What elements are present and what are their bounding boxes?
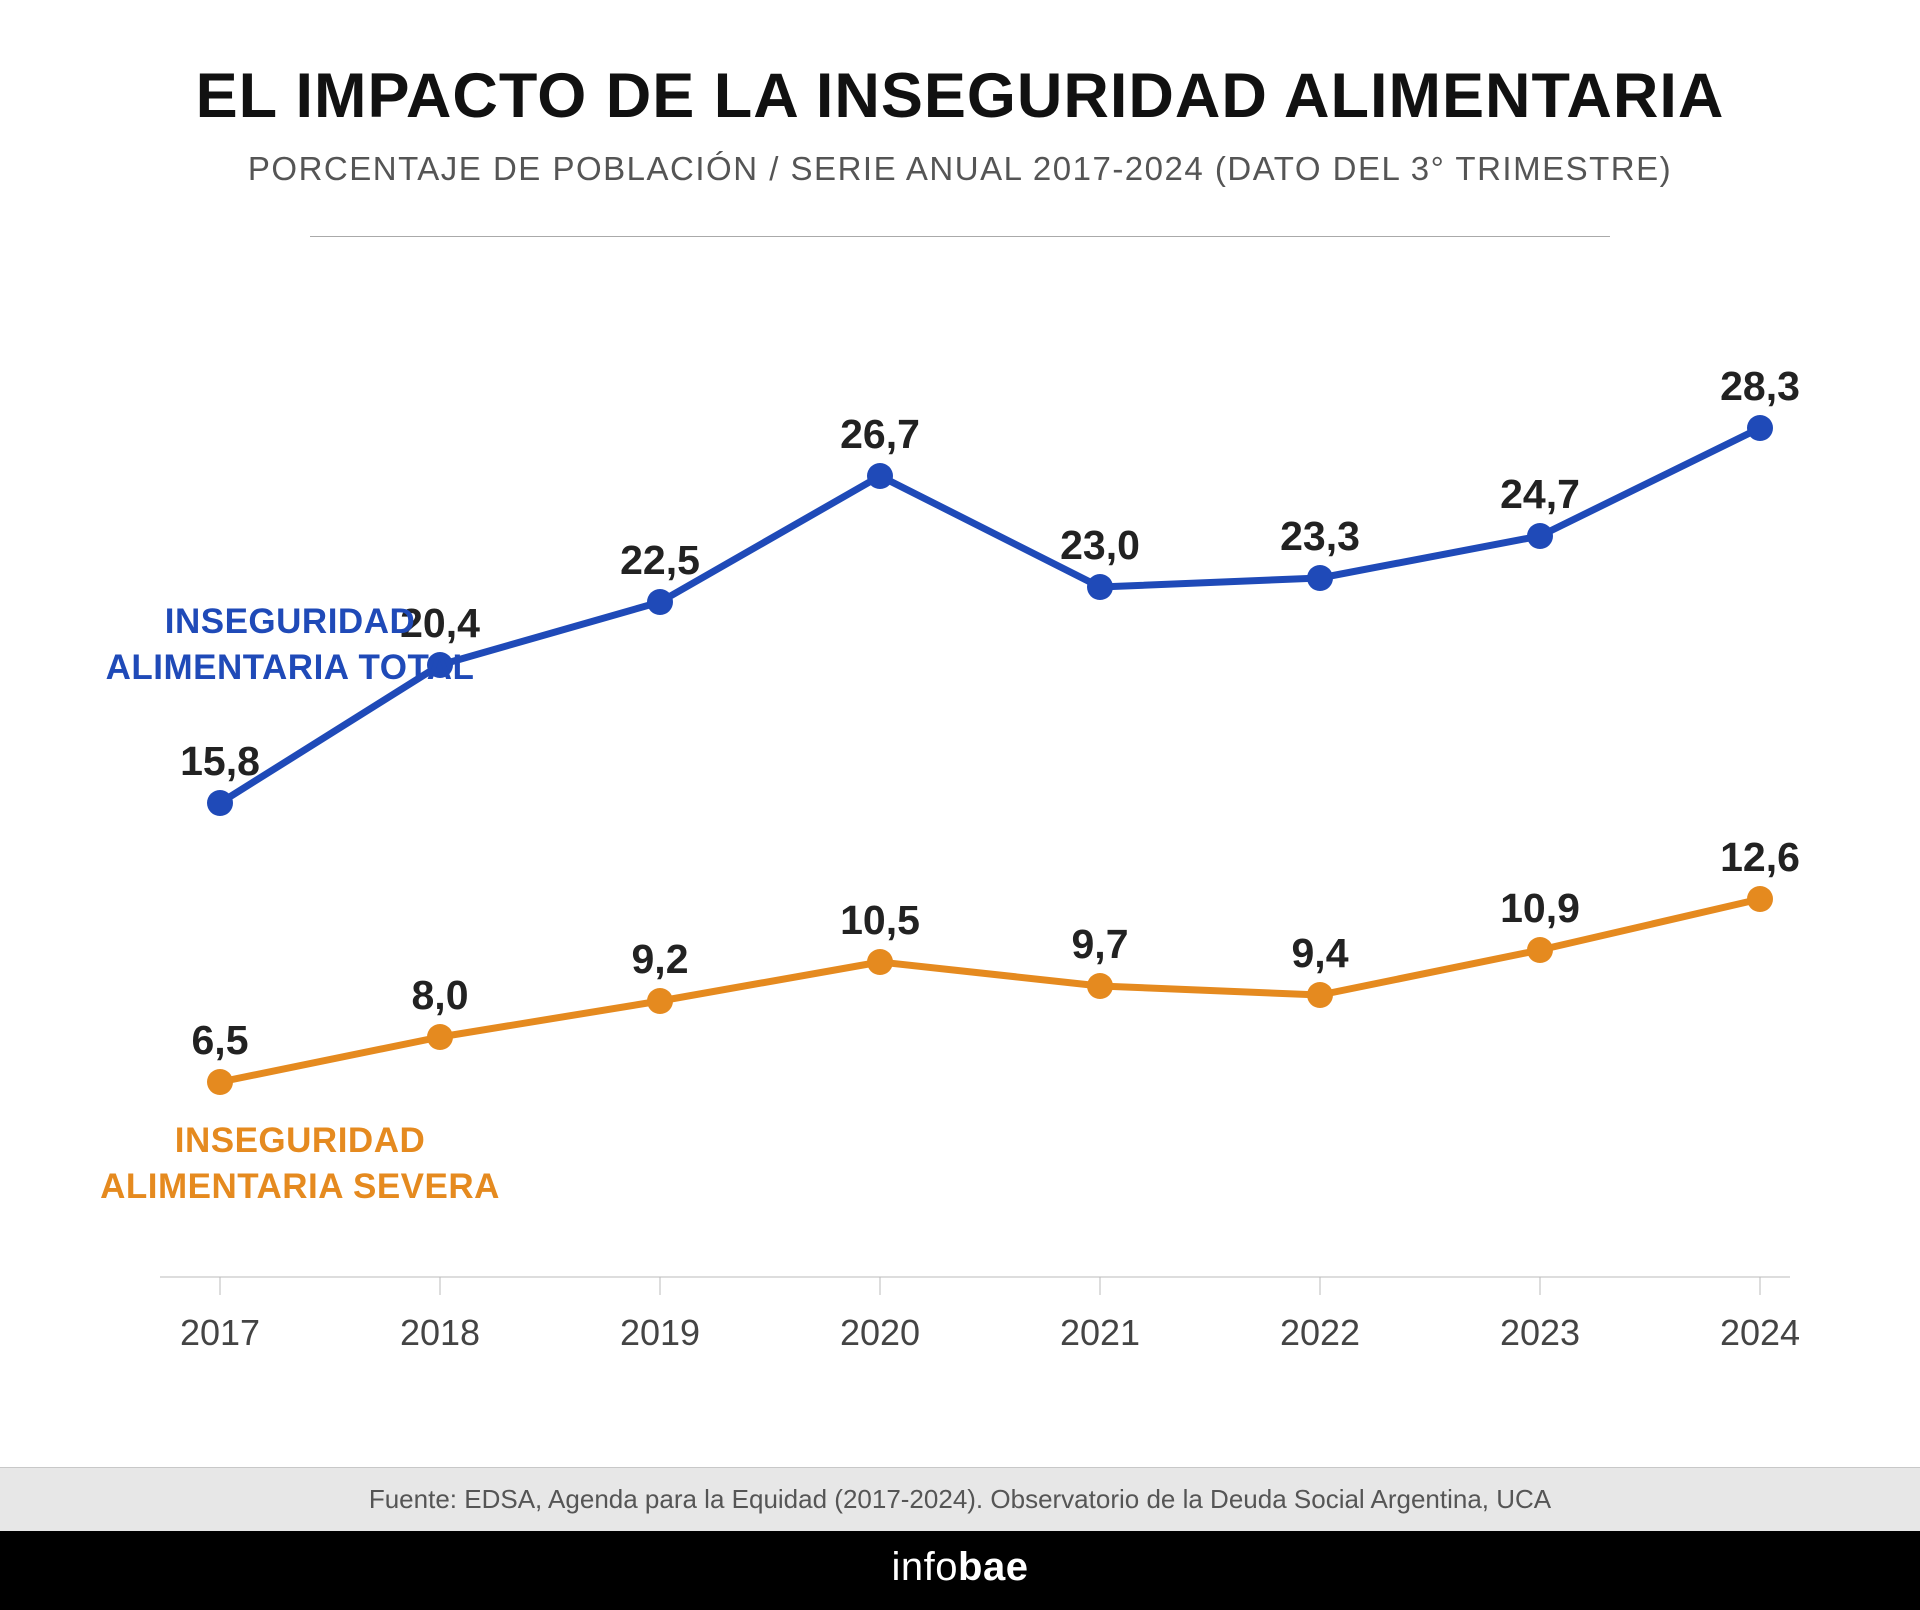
data-label: 15,8 bbox=[180, 738, 260, 784]
data-label: 22,5 bbox=[620, 537, 700, 583]
data-label: 24,7 bbox=[1500, 471, 1580, 517]
data-label: 9,4 bbox=[1292, 930, 1349, 976]
data-label: 6,5 bbox=[192, 1017, 249, 1063]
x-axis-label: 2023 bbox=[1500, 1312, 1580, 1353]
brand-footer: infobae bbox=[0, 1531, 1920, 1610]
chart-subtitle: PORCENTAJE DE POBLACIÓN / SERIE ANUAL 20… bbox=[90, 150, 1830, 188]
data-label: 12,6 bbox=[1720, 834, 1800, 880]
data-point bbox=[867, 463, 893, 489]
chart-area: 2017201820192020202120222023202415,820,4… bbox=[100, 287, 1820, 1467]
x-axis-label: 2020 bbox=[840, 1312, 920, 1353]
x-axis-label: 2019 bbox=[620, 1312, 700, 1353]
data-point bbox=[1747, 886, 1773, 912]
data-point bbox=[647, 988, 673, 1014]
x-axis-label: 2017 bbox=[180, 1312, 260, 1353]
x-axis-label: 2024 bbox=[1720, 1312, 1800, 1353]
series-label-total: INSEGURIDAD bbox=[165, 602, 416, 641]
data-point bbox=[207, 1069, 233, 1095]
x-axis-label: 2021 bbox=[1060, 1312, 1140, 1353]
line-chart: 2017201820192020202120222023202415,820,4… bbox=[100, 287, 1820, 1467]
x-axis-label: 2018 bbox=[400, 1312, 480, 1353]
data-point bbox=[1527, 937, 1553, 963]
header-rule bbox=[310, 236, 1610, 237]
brand-bold: bae bbox=[958, 1545, 1028, 1589]
series-label-severa: ALIMENTARIA SEVERA bbox=[100, 1167, 500, 1206]
data-point bbox=[1527, 523, 1553, 549]
data-point bbox=[1087, 574, 1113, 600]
data-label: 10,5 bbox=[840, 897, 920, 943]
chart-header: EL IMPACTO DE LA INSEGURIDAD ALIMENTARIA… bbox=[0, 0, 1920, 257]
source-citation: Fuente: EDSA, Agenda para la Equidad (20… bbox=[0, 1467, 1920, 1531]
data-point bbox=[1747, 415, 1773, 441]
data-point bbox=[867, 949, 893, 975]
data-label: 23,0 bbox=[1060, 522, 1140, 568]
data-label: 26,7 bbox=[840, 411, 920, 457]
data-label: 9,7 bbox=[1072, 921, 1129, 967]
data-label: 28,3 bbox=[1720, 363, 1800, 409]
data-point bbox=[1307, 565, 1333, 591]
data-point bbox=[647, 589, 673, 615]
data-point bbox=[207, 790, 233, 816]
brand-prefix: info bbox=[892, 1545, 959, 1589]
data-point bbox=[427, 1024, 453, 1050]
data-label: 23,3 bbox=[1280, 513, 1360, 559]
data-label: 8,0 bbox=[412, 972, 469, 1018]
x-axis-label: 2022 bbox=[1280, 1312, 1360, 1353]
data-point bbox=[1087, 973, 1113, 999]
series-label-severa: INSEGURIDAD bbox=[175, 1121, 426, 1160]
data-label: 10,9 bbox=[1500, 885, 1580, 931]
chart-title: EL IMPACTO DE LA INSEGURIDAD ALIMENTARIA bbox=[90, 60, 1830, 132]
data-point bbox=[1307, 982, 1333, 1008]
series-label-total: ALIMENTARIA TOTAL bbox=[106, 648, 475, 687]
data-label: 9,2 bbox=[632, 936, 689, 982]
